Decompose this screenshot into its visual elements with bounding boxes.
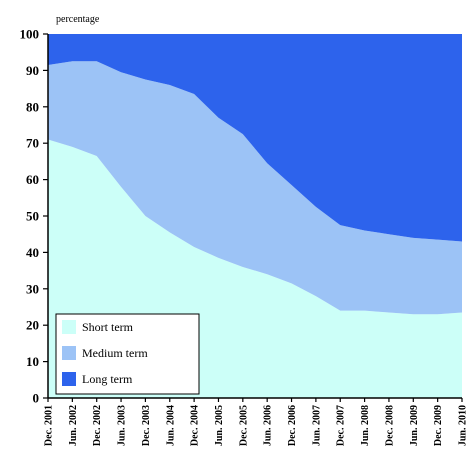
x-tick-label: Dec. 2007: [336, 405, 347, 446]
x-tick-label: Jun. 2009: [409, 405, 420, 446]
x-tick-label: Dec. 2004: [190, 405, 201, 446]
y-tick-label: 90: [26, 63, 39, 78]
y-tick-label: 100: [20, 27, 40, 42]
legend-label-1: Medium term: [82, 346, 148, 360]
y-tick-label: 30: [26, 281, 39, 296]
x-tick-label: Dec. 2006: [287, 405, 298, 446]
y-tick-label: 70: [26, 136, 39, 151]
x-tick-label: Dec. 2009: [433, 405, 444, 446]
y-tick-label: 60: [26, 172, 39, 187]
legend: Short term Medium term Long term: [55, 313, 200, 395]
x-tick-label: Jun. 2005: [214, 405, 225, 446]
y-tick-label: 20: [26, 318, 39, 333]
area-series-2: [48, 34, 462, 242]
y-axis: 0 10 20 30 40 50 60 70 80 90 100: [20, 27, 49, 406]
legend-swatch-0: [62, 320, 76, 334]
y-tick-label: 80: [26, 99, 39, 114]
legend-label-0: Short term: [82, 320, 134, 334]
x-tick-label: Jun. 2002: [68, 405, 79, 446]
y-tick-label: 50: [26, 209, 39, 224]
x-tick-label: Jun. 2008: [360, 405, 371, 446]
legend-box: [55, 313, 200, 395]
legend-swatch-1: [62, 346, 76, 360]
x-tick-label: Jun. 2006: [263, 405, 274, 446]
x-tick-label: Dec. 2003: [141, 405, 152, 446]
y-tick-label: 10: [26, 354, 39, 369]
x-axis: Dec. 2001 Jun. 2002 Dec. 2002 Jun. 2003 Dec.…: [44, 397, 468, 446]
y-tick-label: 40: [26, 245, 39, 260]
x-tick-label: Jun. 2010: [458, 405, 468, 446]
x-tick-label: Dec. 2002: [92, 405, 103, 446]
x-tick-label: Jun. 2004: [165, 405, 176, 446]
x-tick-label: Jun. 2007: [311, 405, 322, 446]
x-tick-label: Dec. 2008: [384, 405, 395, 446]
x-tick-label: Dec. 2005: [238, 405, 249, 446]
legend-swatch-2: [62, 372, 76, 386]
y-tick-label: 0: [33, 391, 40, 406]
x-tick-label: Jun. 2003: [117, 405, 128, 446]
legend-label-2: Long term: [82, 372, 133, 386]
x-tick-label: Dec. 2001: [44, 405, 55, 446]
unit-label: percentage: [56, 14, 100, 25]
area-series-1: [48, 61, 462, 315]
